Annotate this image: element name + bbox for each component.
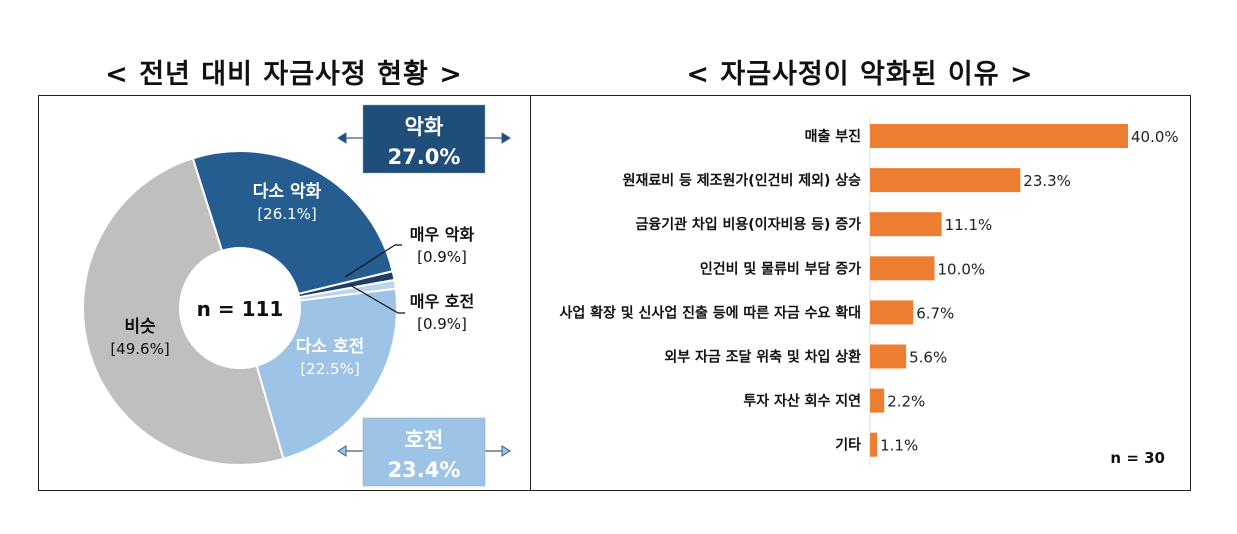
bar-category-label: 원재료비 등 제조원가(인건비 제외) 상승: [623, 172, 861, 189]
bar: [870, 432, 878, 457]
bar-category-label: 금융기관 차입 비용(이자비용 등) 증가: [636, 216, 862, 233]
bar: [870, 168, 1021, 193]
arrow-left-icon: [337, 445, 347, 457]
group-value-label: 23.4%: [388, 458, 461, 482]
slice-label: 비슷: [124, 317, 156, 337]
slice-value-label: [26.1%]: [257, 205, 316, 223]
bar-category-label: 외부 자금 조달 위축 및 차입 상환: [664, 349, 861, 366]
arrow-left-icon: [337, 132, 347, 144]
bar-value-label: 2.2%: [887, 393, 925, 411]
bar-value-label: 23.3%: [1023, 172, 1071, 190]
slice-value-label: [49.6%]: [110, 340, 169, 358]
bar: [870, 300, 914, 325]
group-box: [362, 104, 486, 174]
callout-line: [344, 244, 402, 278]
donut-center-label: n = 111: [197, 297, 284, 321]
bar-category-label: 기타: [835, 438, 861, 454]
group-label: 악화: [405, 115, 444, 139]
bar: [870, 212, 942, 237]
arrow-right-icon: [501, 132, 511, 144]
group-label: 호전: [405, 428, 444, 452]
slice-value-label: [0.9%]: [417, 315, 467, 333]
donut-slice: [81, 157, 285, 466]
bar-chart-title: < 자금사정이 악화된 이유 >: [686, 59, 1034, 90]
slice-value-label: [22.5%]: [300, 360, 359, 378]
donut-chart-title: < 전년 대비 자금사정 현황 >: [105, 59, 463, 90]
bar: [870, 256, 935, 281]
bar-value-label: 1.1%: [880, 437, 918, 455]
group-value-label: 27.0%: [388, 145, 461, 169]
arrow-right-icon: [501, 445, 511, 457]
bar-category-label: 매출 부진: [805, 128, 861, 145]
slice-label: 다소 악화: [253, 182, 322, 202]
callout-line: [349, 284, 405, 314]
bar-value-label: 5.6%: [909, 349, 947, 367]
bar: [870, 124, 1128, 148]
bar-value-label: 10.0%: [938, 260, 986, 278]
sample-size-note: n = 30: [1110, 449, 1165, 467]
slice-label: 다소 호전: [296, 337, 364, 357]
slice-label: 매우 호전: [410, 292, 474, 311]
bar-category-label: 투자 자산 회수 지연: [743, 393, 861, 410]
slice-label: 매우 악화: [410, 225, 475, 244]
bar-panel: [530, 95, 1191, 491]
donut-slice: [255, 287, 398, 461]
bar-value-label: 40.0%: [1131, 128, 1179, 146]
donut-slice: [191, 150, 394, 296]
bar: [870, 344, 907, 369]
slice-value-label: [0.9%]: [417, 248, 467, 266]
bar-category-label: 인건비 및 물류비 부담 증가: [700, 260, 861, 277]
group-box: [362, 417, 486, 487]
bar: [870, 388, 885, 413]
bar-value-label: 6.7%: [916, 304, 954, 322]
bar-value-label: 11.1%: [945, 216, 993, 234]
bar-category-label: 사업 확장 및 신사업 진출 등에 따른 자금 수요 확대: [560, 304, 861, 321]
